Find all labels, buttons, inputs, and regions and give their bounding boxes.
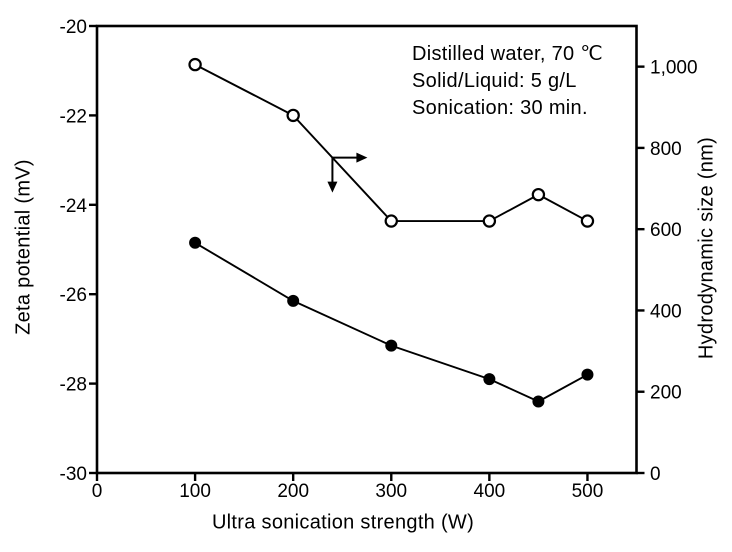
plot-frame bbox=[95, 24, 638, 475]
marker-filled-circle bbox=[483, 373, 496, 386]
x-tick-label: 500 bbox=[572, 481, 604, 502]
series-line-hydrodynamic-size bbox=[194, 63, 589, 223]
y-right-tick-label: 200 bbox=[650, 383, 682, 404]
x-tick-label: 0 bbox=[92, 481, 103, 502]
y-axis-label-left: Zeta potential (mV) bbox=[12, 159, 35, 335]
axis-pointer-arrowhead-down bbox=[327, 181, 338, 193]
y-right-tick-label: 800 bbox=[650, 139, 682, 160]
y-left-tick-label: -20 bbox=[60, 17, 87, 38]
annotation-line: Solid/Liquid: 5 g/L bbox=[412, 70, 577, 92]
y-axis-label-right: Hydrodynamic size (nm) bbox=[695, 136, 718, 360]
y-left-tick-label: -28 bbox=[60, 375, 87, 396]
x-axis-label: Ultra sonication strength (W) bbox=[211, 511, 475, 534]
annotation-box: Distilled water, 70 ℃ Solid/Liquid: 5 g/… bbox=[412, 41, 603, 122]
y-left-tick-label: -22 bbox=[60, 106, 87, 127]
axis-pointer-arrowhead-right bbox=[356, 152, 368, 163]
marker-filled-circle bbox=[287, 294, 300, 307]
annotation-line: Distilled water, 70 ℃ bbox=[412, 43, 604, 65]
x-tick-label: 300 bbox=[375, 481, 407, 502]
marker-open-circle bbox=[286, 108, 300, 123]
y-left-tick-label: -24 bbox=[60, 196, 88, 217]
y-left-tick-label: -26 bbox=[60, 285, 87, 306]
marker-open-circle bbox=[384, 214, 398, 228]
y-right-tick-label: 0 bbox=[650, 464, 661, 485]
marker-filled-circle bbox=[532, 395, 545, 408]
x-tick-label: 200 bbox=[277, 481, 309, 502]
marker-open-circle bbox=[531, 187, 546, 202]
marker-filled-circle bbox=[385, 339, 398, 352]
y-right-tick-label: 1,000 bbox=[650, 58, 698, 79]
x-tick-label: 400 bbox=[474, 481, 506, 502]
y-right-tick-label: 400 bbox=[650, 301, 682, 322]
marker-filled-circle bbox=[189, 236, 202, 249]
y-right-tick-label: 600 bbox=[650, 220, 682, 241]
marker-filled-circle bbox=[581, 368, 594, 381]
y-left-tick-label: -30 bbox=[60, 464, 87, 485]
marker-open-circle bbox=[580, 214, 595, 228]
marker-open-circle bbox=[482, 214, 497, 228]
series-line-zeta-potential bbox=[194, 241, 589, 403]
marker-open-circle bbox=[188, 57, 202, 72]
x-tick-label: 100 bbox=[179, 481, 211, 502]
annotation-line: Sonication: 30 min. bbox=[412, 97, 588, 119]
